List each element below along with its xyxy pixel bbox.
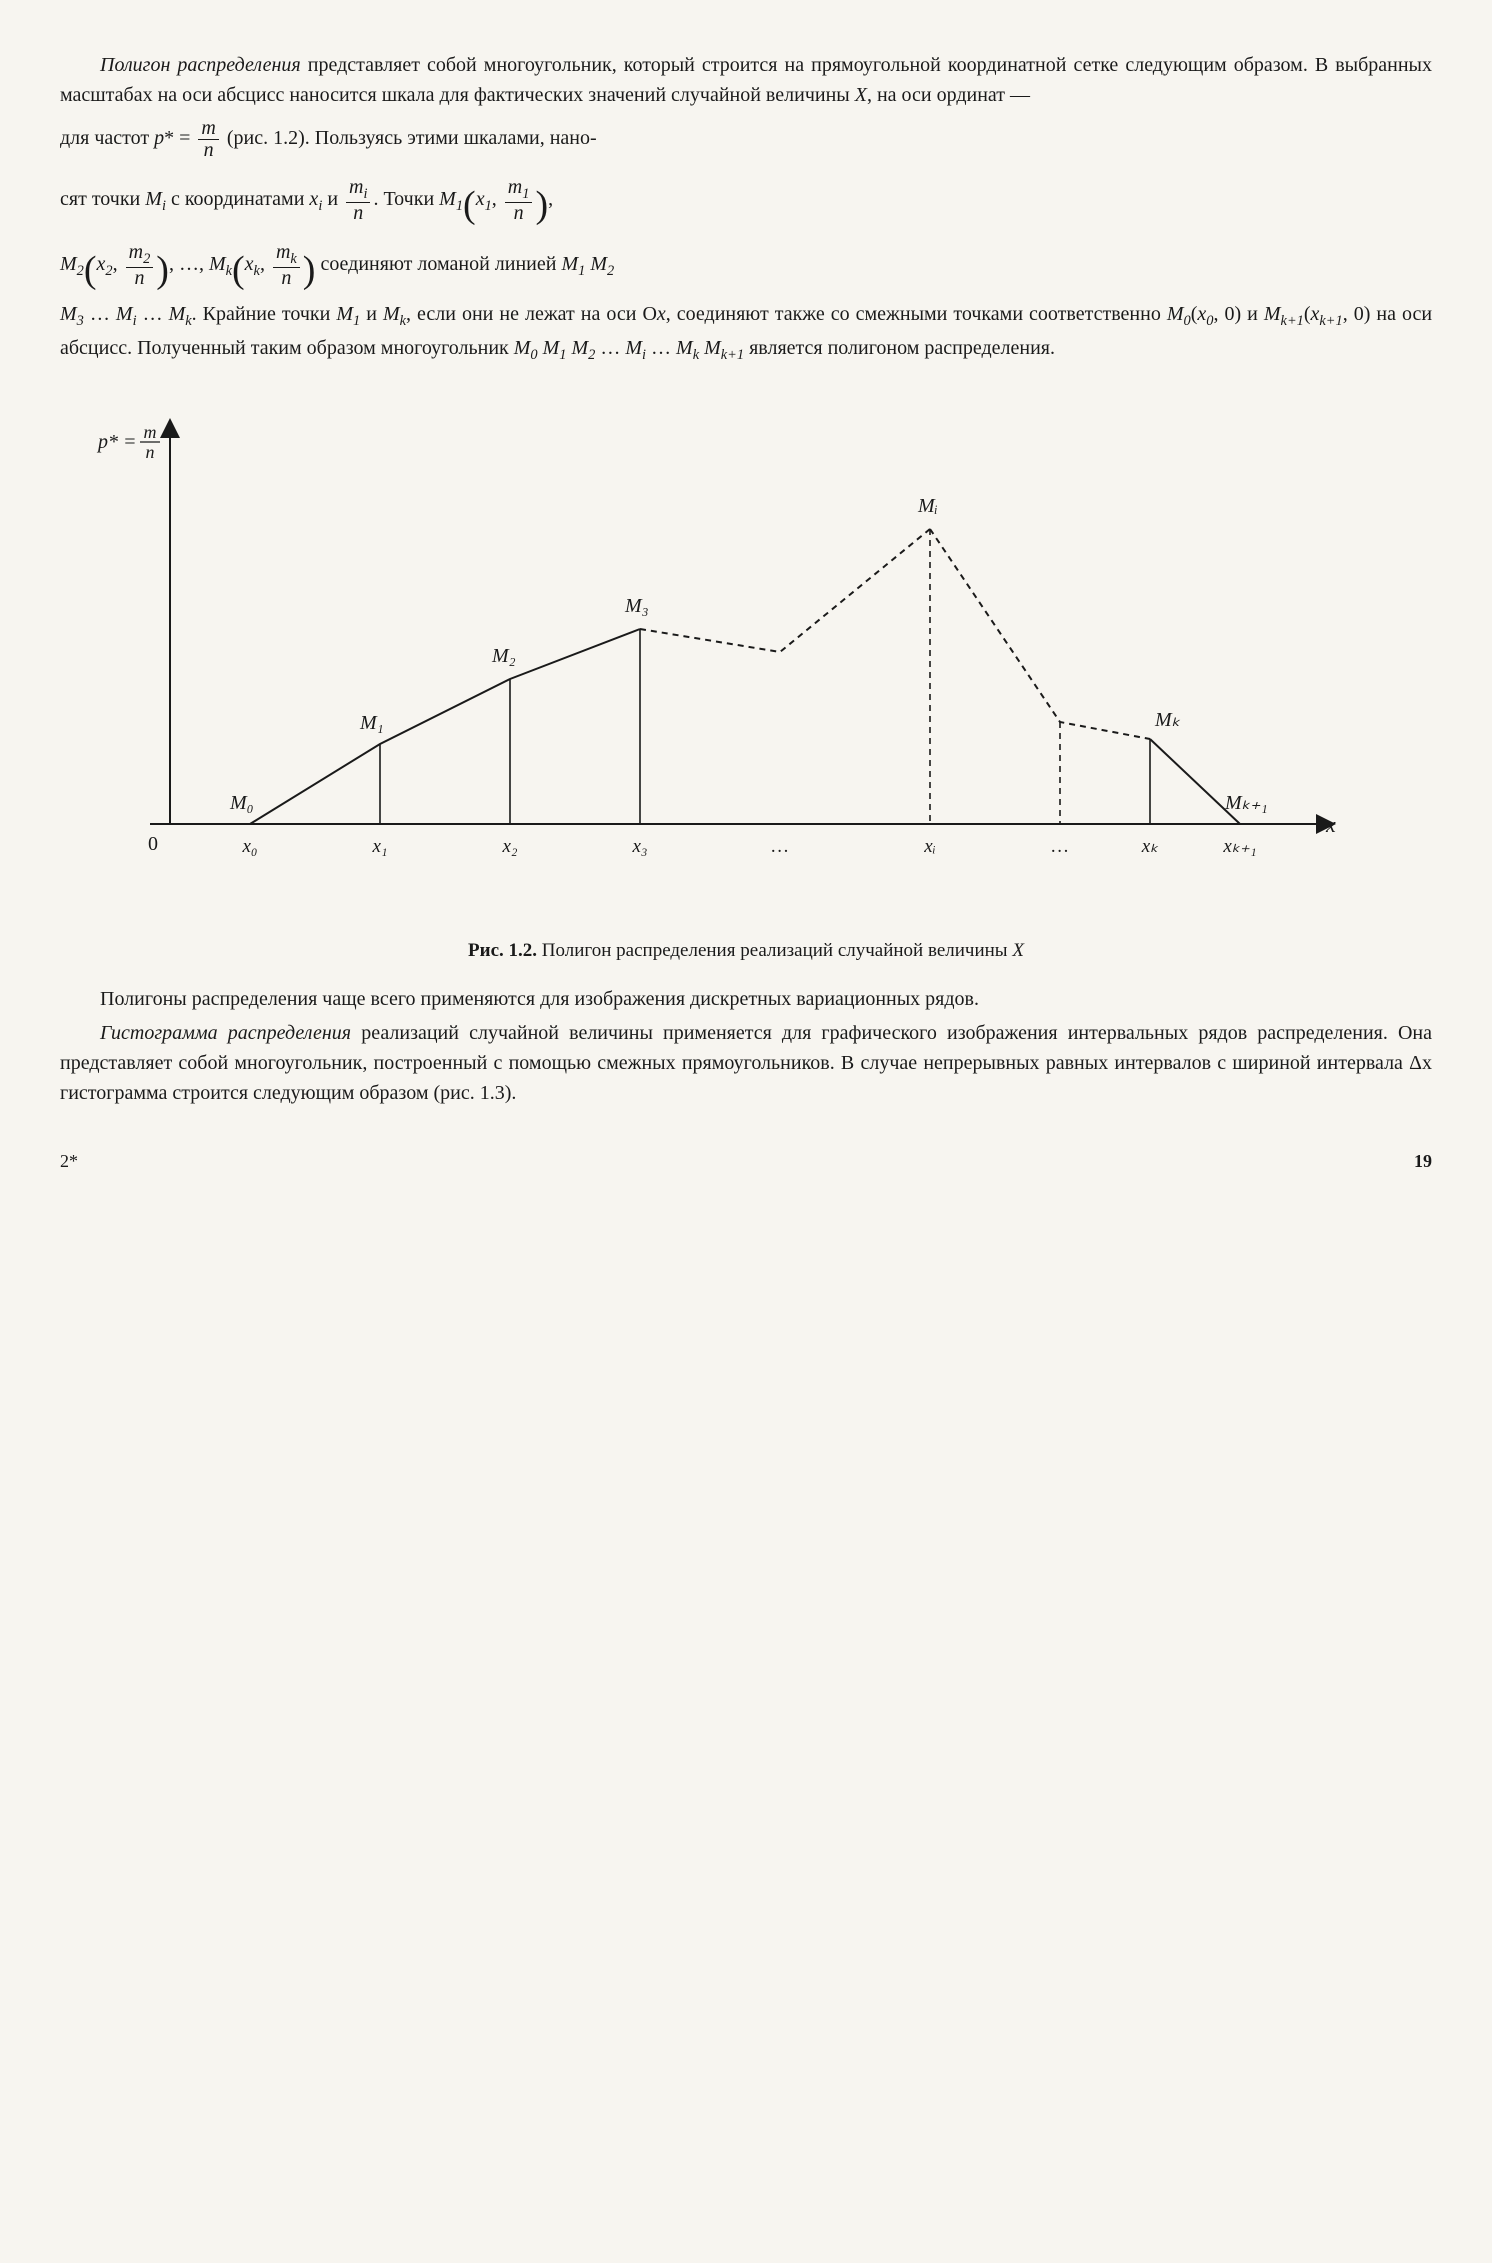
polygon-chart-svg: p* = mn 0 x x₀ x₁ x₂ x₃ … xᵢ … xₖ xₖ₊₁ M₀ M₁ M₂ M₃ Mᵢ Mₖ Mₖ… [60, 394, 1380, 914]
sheet-mark: 2* [60, 1148, 78, 1175]
page-number: 19 [1414, 1148, 1432, 1175]
svg-text:x: x [1325, 812, 1336, 837]
svg-text:p* =: p* = [96, 431, 137, 453]
paragraph-5: M3 … Mi … Mk. Крайние точки M1 и Mk, есл… [60, 299, 1432, 366]
svg-text:x₁: x₁ [371, 836, 387, 857]
svg-text:xₖ₊₁: xₖ₊₁ [1222, 836, 1256, 857]
term-polygon: Полигон распределения [100, 54, 301, 76]
paragraph-7: Гистограмма распределения реализаций слу… [60, 1018, 1432, 1108]
svg-text:x₃: x₃ [631, 836, 647, 857]
figure-caption: Рис. 1.2. Полигон распределения реализац… [60, 937, 1432, 966]
svg-text:n: n [146, 442, 155, 462]
svg-text:x₂: x₂ [501, 836, 517, 857]
svg-text:M₁: M₁ [359, 712, 384, 734]
paragraph-6: Полигоны распределения чаще всего примен… [60, 984, 1432, 1014]
figure-1-2: p* = mn 0 x x₀ x₁ x₂ x₃ … xᵢ … xₖ xₖ₊₁ M₀ M₁ M₂ M₃ Mᵢ Mₖ Mₖ… [60, 394, 1432, 966]
paragraph-3: сят точки Mi с координатами xi и min. То… [60, 177, 1432, 224]
svg-text:xᵢ: xᵢ [923, 836, 935, 857]
svg-text:M₀: M₀ [229, 792, 254, 814]
svg-text:M₂: M₂ [491, 645, 516, 667]
svg-text:M₃: M₃ [624, 595, 649, 617]
svg-text:Mₖ: Mₖ [1154, 709, 1181, 731]
svg-text:m: m [144, 422, 157, 442]
term-histogram: Гистограмма распределения [100, 1022, 351, 1044]
svg-text:xₖ: xₖ [1141, 836, 1159, 857]
paragraph-2: для частот p* = mn (рис. 1.2). Пользуясь… [60, 118, 1432, 161]
svg-text:Mᵢ: Mᵢ [917, 495, 938, 517]
svg-text:x₀: x₀ [241, 836, 257, 857]
paragraph-1: Полигон распределения представляет собой… [60, 50, 1432, 110]
page-footer: 2* 19 [60, 1148, 1432, 1175]
paragraph-4: M2(x2, m2n), …, Mk(xk, mkn) соединяют ло… [60, 242, 1432, 289]
svg-text:0: 0 [148, 833, 158, 855]
svg-text:…: … [1052, 836, 1069, 857]
svg-text:…: … [772, 836, 789, 857]
svg-text:Mₖ₊₁: Mₖ₊₁ [1224, 792, 1268, 814]
